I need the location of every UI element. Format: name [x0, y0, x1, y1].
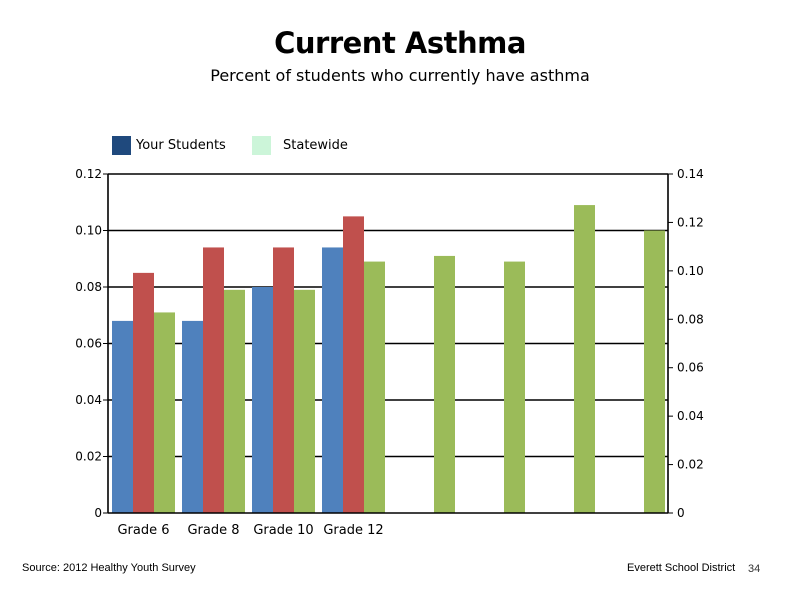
y-left-tick-label: 0.04 [75, 393, 102, 407]
bar [182, 320, 203, 513]
bar [364, 261, 385, 513]
y-left-tick-label: 0.06 [75, 337, 102, 351]
y-left-tick-label: 0.12 [75, 167, 102, 181]
chart-subtitle: Percent of students who currently have a… [210, 66, 590, 85]
x-tick-label: Grade 8 [187, 523, 239, 538]
x-tick-label: Grade 6 [117, 523, 169, 538]
bar-chart: 0 0.02 0.04 0.06 0.08 0.10 0.12 0 0.02 0.04 0.06 0.… [75, 167, 704, 538]
bar [343, 216, 364, 513]
x-tick-label: Grade 12 [323, 523, 383, 538]
bar [644, 230, 665, 513]
y-left-tick-label: 0.02 [75, 450, 102, 464]
y-left-tick-label: 0.10 [75, 224, 102, 238]
chart-title: Current Asthma [274, 26, 526, 60]
legend-swatch-your-students [112, 136, 131, 155]
y-right-tick-label: 0.06 [677, 361, 704, 375]
bar [504, 261, 525, 513]
y-right-tick-label: 0.08 [677, 312, 704, 326]
bar [434, 255, 455, 514]
y-right-tick-label: 0.02 [677, 458, 704, 472]
y-left-tick-label: 0 [94, 506, 102, 520]
organization-name: Everett School District [627, 562, 736, 574]
legend-label-statewide: Statewide [283, 138, 348, 153]
y-left-tick-label: 0.08 [75, 280, 102, 294]
bar [224, 289, 245, 513]
y-right-tick-label: 0.04 [677, 409, 704, 423]
y-right-tick-label: 0.12 [677, 215, 704, 229]
bar [294, 289, 315, 513]
bar [133, 272, 154, 513]
y-right-tick-label: 0 [677, 506, 685, 520]
legend-swatch-statewide [252, 136, 271, 155]
bar [154, 312, 175, 513]
x-tick-label: Grade 10 [253, 523, 313, 538]
bar [322, 247, 343, 513]
bar [112, 320, 133, 513]
page-number: 34 [748, 563, 761, 575]
bar [203, 247, 224, 513]
legend-label-your-students: Your Students [136, 138, 226, 153]
bar [273, 247, 294, 513]
bar [252, 287, 273, 513]
y-right-tick-label: 0.10 [677, 264, 704, 278]
bar [574, 205, 595, 513]
y-right-tick-label: 0.14 [677, 167, 704, 181]
source-note: Source: 2012 Healthy Youth Survey [22, 562, 196, 574]
